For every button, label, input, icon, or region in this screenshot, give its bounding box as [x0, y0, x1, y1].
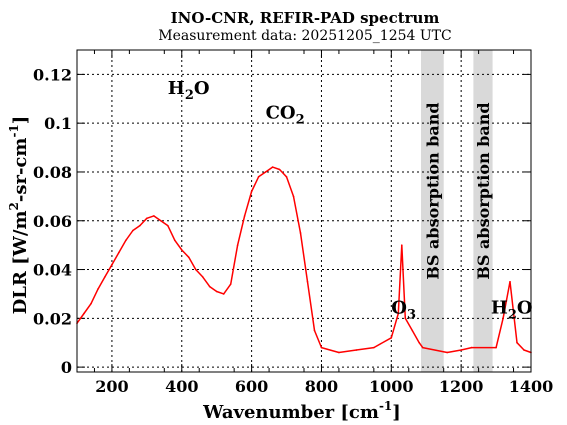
data-point [153, 215, 155, 217]
y-axis-label: DLR [W/m2-sr-cm-1] [7, 116, 31, 315]
data-point [139, 224, 141, 227]
data-point [229, 283, 232, 285]
data-point [299, 232, 302, 234]
data-point [167, 224, 169, 227]
data-point [320, 346, 323, 349]
axis-ticks: 200 400 600 800 1000 1200 1400 0 0.02 0.04 0.06 0.0… [33, 50, 553, 396]
data-point [173, 239, 176, 242]
data-point [400, 244, 403, 246]
band-label: BS absorption band [423, 102, 442, 279]
data-point [446, 351, 448, 354]
data-point [264, 171, 267, 173]
y-tick-label: 0.04 [33, 261, 72, 280]
x-tick-label: 400 [165, 377, 198, 396]
data-point [236, 244, 239, 246]
y-tick-label: 0.02 [33, 309, 72, 328]
data-point [460, 349, 462, 351]
gridlines [77, 50, 531, 372]
x-tick-label: 1000 [369, 377, 414, 396]
data-point [208, 285, 211, 288]
absorption-band [473, 50, 493, 372]
data-point [292, 195, 295, 198]
data-point [222, 293, 225, 295]
data-point [215, 290, 218, 293]
molecule-label: H2O [491, 297, 533, 322]
data-point [97, 288, 99, 290]
data-point [373, 346, 375, 349]
data-point [187, 256, 190, 259]
data-point [146, 217, 148, 220]
x-tick-label: 1400 [509, 377, 554, 396]
data-point [180, 249, 183, 251]
data-point [125, 239, 127, 242]
annotations: H2O CO2 O3 H2O [168, 78, 533, 323]
data-point [509, 280, 511, 283]
data-point [271, 166, 274, 168]
x-tick-label: 1200 [439, 377, 484, 396]
spectrum-line [76, 166, 532, 354]
data-point [118, 251, 120, 254]
molecule-label: O3 [391, 297, 416, 322]
data-point [404, 317, 407, 320]
data-point [278, 168, 281, 171]
data-point [516, 341, 518, 344]
series-group [76, 166, 532, 354]
absorption-bands: BS absorption band BS absorption band [420, 50, 493, 372]
data-point [194, 268, 197, 271]
absorption-band [420, 50, 444, 372]
y-tick-label: 0.12 [33, 65, 72, 84]
data-point [523, 349, 525, 351]
data-point [502, 317, 504, 320]
data-point [313, 329, 316, 332]
data-point [132, 229, 134, 232]
data-point [201, 276, 204, 278]
x-tick-label: 600 [235, 377, 268, 396]
data-point [397, 312, 400, 315]
plot-frame [76, 49, 532, 373]
y-tick-label: 0.08 [33, 163, 72, 182]
data-point [470, 346, 473, 349]
chart-title: INO-CNR, REFIR-PAD spectrum [171, 9, 440, 27]
data-point [111, 263, 113, 266]
y-tick-label: 0.1 [44, 114, 72, 133]
band-label: BS absorption band [474, 102, 493, 279]
data-point [390, 337, 393, 339]
data-point [306, 280, 309, 283]
y-tick-label: 0.06 [33, 212, 72, 231]
chart-subtitle: Measurement data: 20251205_1254 UTC [158, 28, 451, 44]
data-point [250, 190, 253, 193]
data-point [285, 176, 288, 178]
data-point [90, 302, 92, 305]
y-tick-label: 0 [61, 358, 72, 377]
x-tick-label: 800 [305, 377, 338, 396]
data-point [243, 215, 246, 217]
data-point [83, 312, 85, 315]
data-point [160, 219, 162, 222]
x-tick-label: 200 [95, 377, 128, 396]
data-point [257, 176, 260, 178]
molecule-label: H2O [168, 78, 210, 103]
data-point [421, 346, 424, 349]
data-point [411, 329, 414, 332]
molecule-label: CO2 [266, 102, 305, 127]
data-point [495, 346, 497, 349]
data-point [338, 351, 340, 354]
data-point [104, 276, 106, 278]
x-axis-label: Wavenumber [cm-1] [202, 399, 401, 423]
data-point [418, 341, 421, 344]
data-point [355, 349, 358, 351]
